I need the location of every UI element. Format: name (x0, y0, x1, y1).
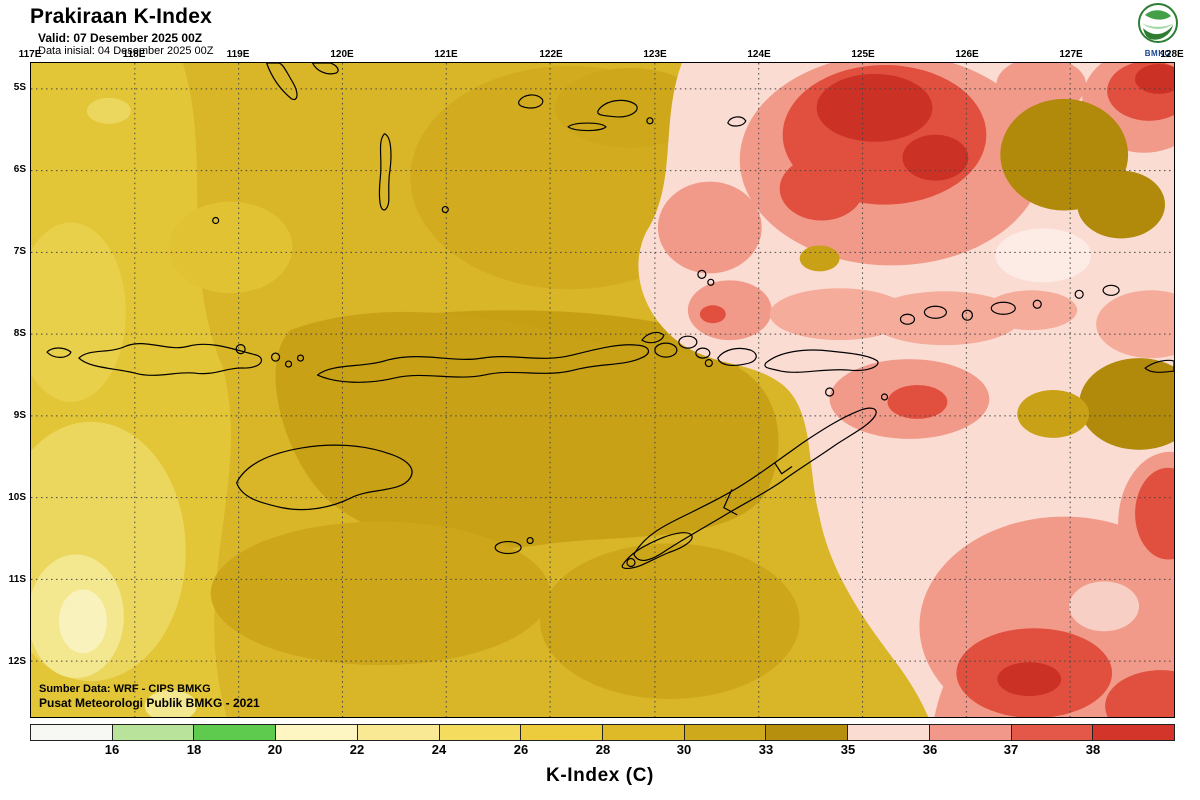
tick-label: 16 (104, 742, 120, 757)
lon-label: 117E (18, 49, 42, 60)
colorbar-segment (1093, 725, 1175, 740)
bmkg-logo-icon (1138, 3, 1178, 43)
tick-label: 18 (186, 742, 202, 757)
tick-label: 35 (840, 742, 856, 757)
tick-label: 38 (1085, 742, 1101, 757)
colorbar-segment (1011, 725, 1094, 740)
colorbar-segment (603, 725, 685, 740)
kindex-map: Sumber Data: WRF - CIPS BMKG Pusat Meteo… (30, 62, 1175, 718)
colorbar-segment (112, 725, 195, 740)
contour-fill-layer (31, 63, 1174, 717)
lat-label: 7S (13, 246, 26, 257)
colorbar-segment (439, 725, 522, 740)
map-source-block: Sumber Data: WRF - CIPS BMKG Pusat Meteo… (39, 682, 260, 712)
lon-label: 124E (747, 49, 771, 60)
lon-label: 123E (643, 49, 667, 60)
colorbar-segment (929, 725, 1012, 740)
colorbar-segment (194, 725, 277, 740)
colorbar-segment (31, 725, 113, 740)
lon-label: 128E (1160, 49, 1184, 60)
lat-label: 9S (13, 410, 26, 421)
page-title: Prakiraan K-Index (30, 5, 212, 28)
colorbar-segment (276, 725, 358, 740)
coastline-layer (46, 63, 1174, 570)
initial-datetime: Data inisial: 04 Desember 2025 00Z (38, 45, 214, 57)
bmkg-logo-label: BMKG (1144, 49, 1172, 58)
colorbar-segment (357, 725, 440, 740)
kindex-map-canvas (31, 63, 1174, 717)
lon-label: 122E (539, 49, 563, 60)
lon-label: 126E (955, 49, 979, 60)
lon-label: 118E (122, 49, 146, 60)
lat-label: 6S (13, 164, 26, 175)
tick-label: 37 (1003, 742, 1019, 757)
lat-label: 10S (8, 492, 26, 503)
colorbar-ticks: 16 18 20 22 24 26 28 30 33 35 36 37 38 (30, 742, 1175, 759)
lon-label: 119E (226, 49, 250, 60)
tick-label: 26 (513, 742, 529, 757)
lon-label: 121E (434, 49, 458, 60)
colorbar-segment (521, 725, 604, 740)
tick-label: 33 (758, 742, 774, 757)
lat-label: 5S (13, 82, 26, 93)
publisher-line: Pusat Meteorologi Publik BMKG - 2021 (39, 696, 260, 711)
tick-label: 20 (267, 742, 283, 757)
tick-label: 36 (922, 742, 938, 757)
lon-label: 125E (851, 49, 875, 60)
valid-datetime: Valid: 07 Desember 2025 00Z (38, 31, 203, 45)
lon-label: 120E (330, 49, 354, 60)
bmkg-logo: BMKG (1132, 2, 1184, 58)
lat-label: 11S (8, 574, 26, 585)
tick-label: 30 (676, 742, 692, 757)
colorbar-title: K-Index (C) (546, 765, 654, 786)
colorbar-segment (684, 725, 767, 740)
colorbar (30, 724, 1175, 741)
colorbar-segment (766, 725, 849, 740)
data-source-line: Sumber Data: WRF - CIPS BMKG (39, 683, 211, 696)
colorbar-segment (848, 725, 930, 740)
tick-label: 24 (431, 742, 447, 757)
lat-label: 8S (13, 328, 26, 339)
lat-label: 12S (8, 656, 26, 667)
lon-label: 127E (1059, 49, 1083, 60)
tick-label: 28 (595, 742, 611, 757)
tick-label: 22 (349, 742, 365, 757)
